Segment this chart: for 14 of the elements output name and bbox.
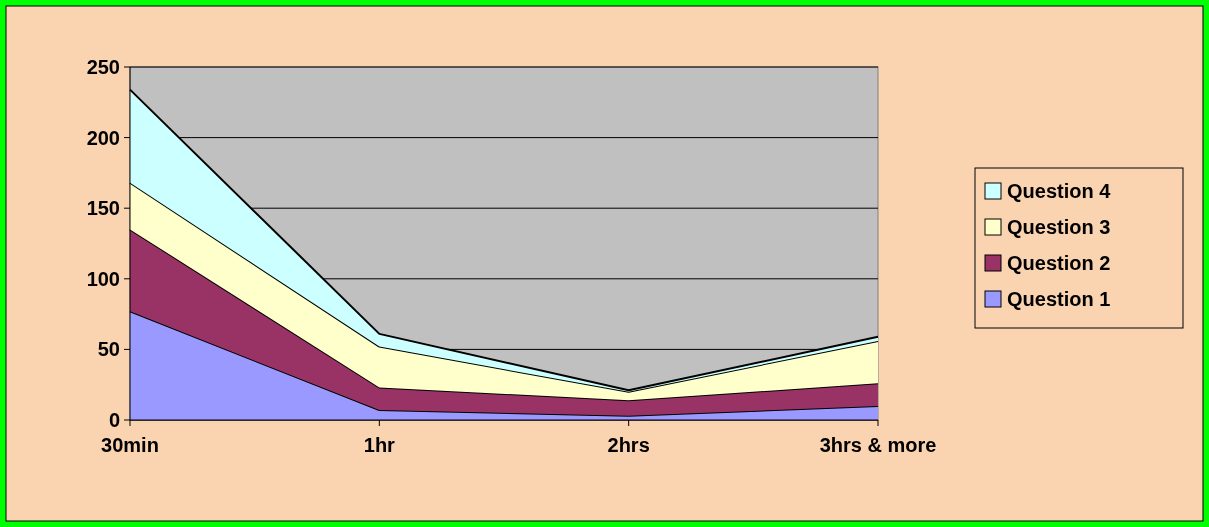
legend-label: Question 4 xyxy=(1007,180,1112,202)
y-tick-label: 150 xyxy=(86,197,120,220)
x-tick-label: 30min xyxy=(101,434,159,456)
x-tick-label: 1hr xyxy=(363,434,396,456)
y-tick-label: 0 xyxy=(108,409,120,431)
y-tick-label: 100 xyxy=(86,267,120,290)
y-tick-label: 250 xyxy=(86,56,120,78)
legend-label: Question 3 xyxy=(1007,216,1111,238)
legend-label: Question 1 xyxy=(1007,288,1111,310)
y-tick-label: 200 xyxy=(86,126,120,149)
legend-label: Question 2 xyxy=(1007,252,1111,274)
x-tick-label: 3hrs & more xyxy=(819,434,937,456)
x-tick-label: 2hrs xyxy=(607,434,650,456)
y-tick-label: 50 xyxy=(97,338,120,361)
